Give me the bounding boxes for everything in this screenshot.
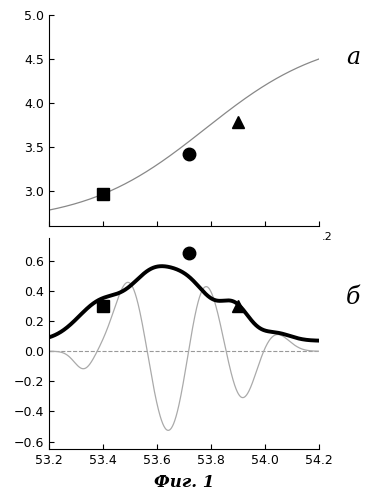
X-axis label: Фиг. 1: Фиг. 1 (154, 474, 214, 491)
Text: б: б (346, 286, 360, 309)
Text: а: а (346, 45, 360, 69)
Text: .2: .2 (321, 232, 332, 242)
